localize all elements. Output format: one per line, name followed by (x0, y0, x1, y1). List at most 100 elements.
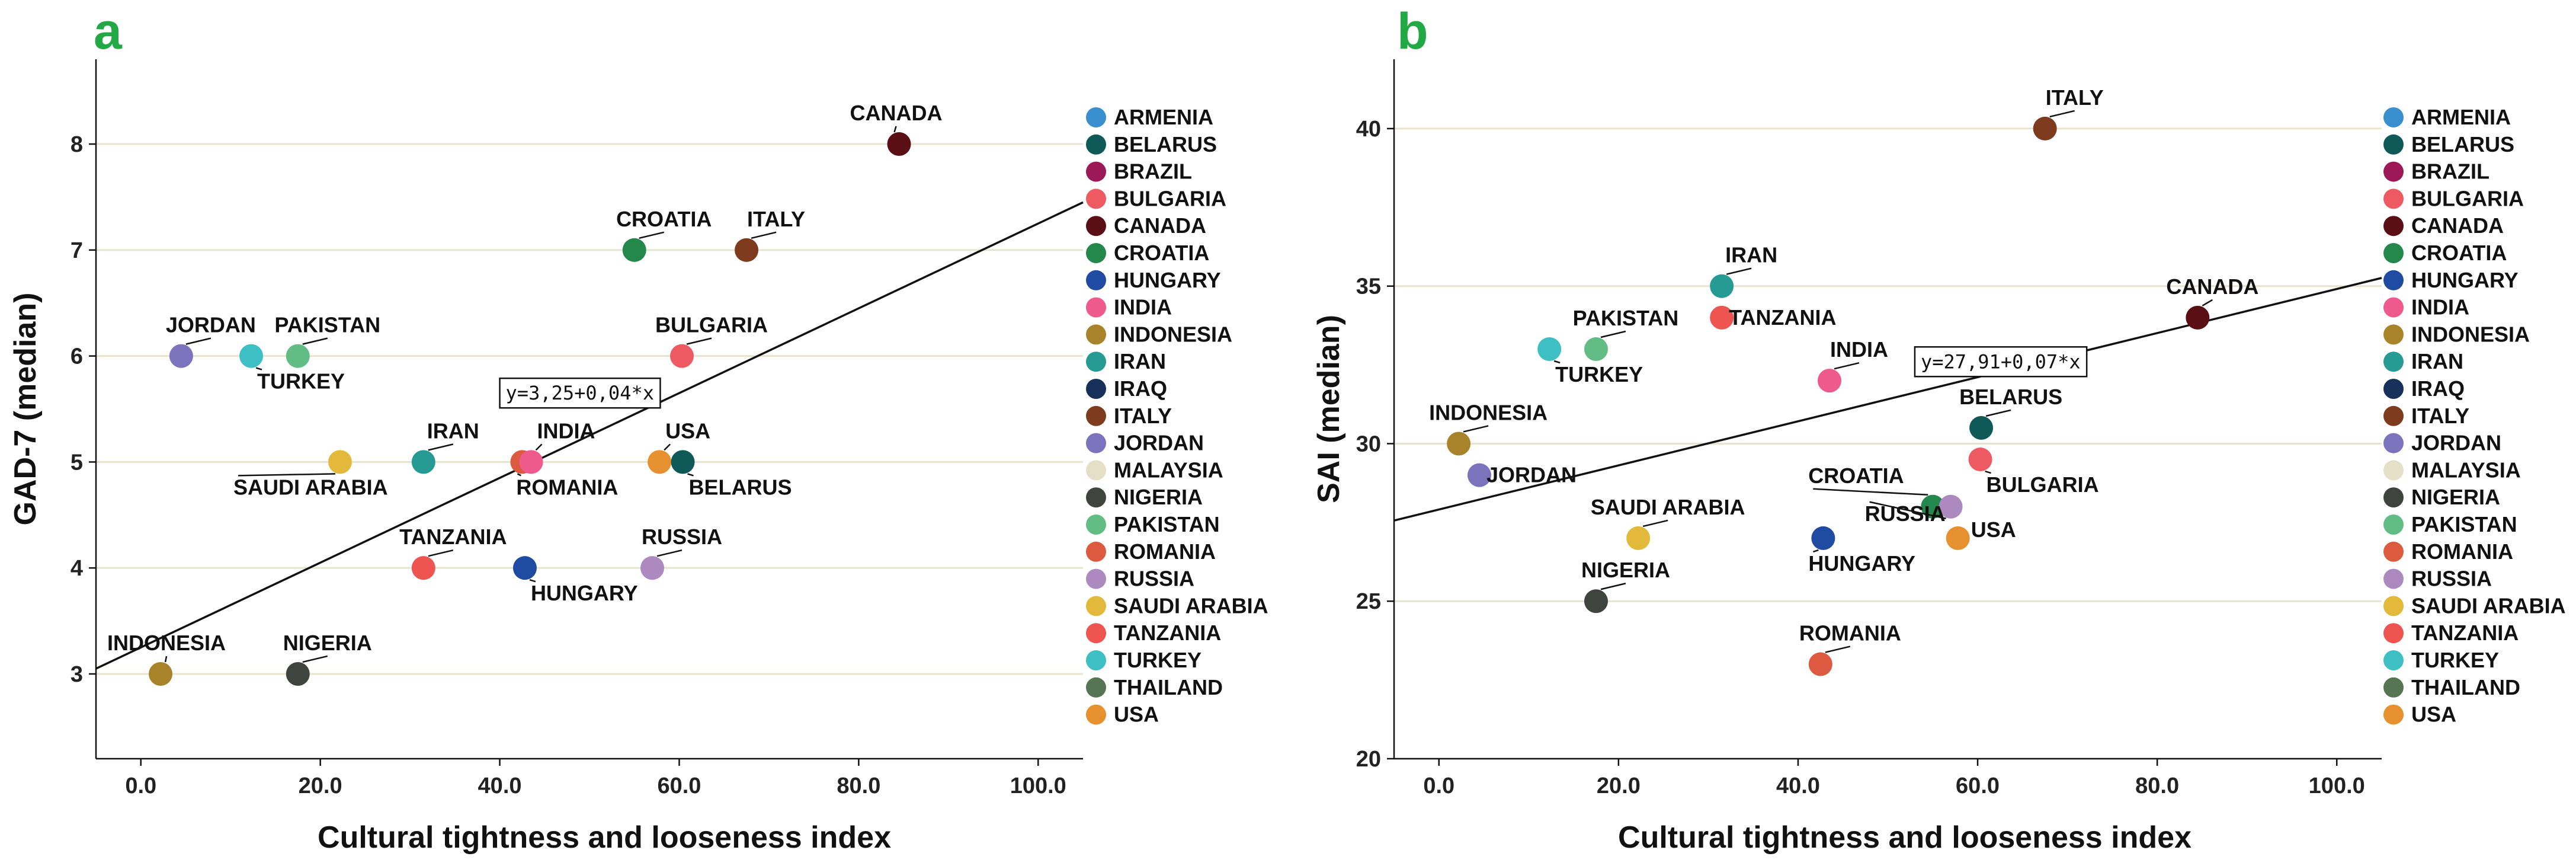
legend-marker-usa (2383, 704, 2404, 725)
panel-letter: a (94, 3, 123, 60)
leader-line (1726, 267, 1752, 275)
legend-label-pakistan: PAKISTAN (2411, 512, 2517, 536)
point-label-iran: IRAN (427, 418, 479, 443)
leader-line (639, 231, 665, 239)
leader-line (255, 367, 262, 370)
leader-line (535, 443, 543, 451)
point-romania (1808, 652, 1832, 676)
leader-line (302, 655, 328, 663)
equation-box: y=27,91+0,07*x (1914, 346, 2088, 378)
point-label-nigeria: NIGERIA (1581, 558, 1670, 582)
point-label-bulgaria: BULGARIA (655, 313, 768, 337)
legend-label-armenia: ARMENIA (2411, 105, 2511, 129)
equation-label: y=3,25+0,04*x (506, 382, 654, 404)
legend-marker-nigeria (2383, 487, 2404, 508)
regression-line (95, 201, 1084, 670)
leader-line (302, 337, 328, 345)
point-label-pakistan: PAKISTAN (274, 313, 380, 337)
point-nigeria (1584, 589, 1608, 613)
equation-box: y=3,25+0,04*x (499, 377, 661, 409)
legend-label-iran: IRAN (1114, 349, 1166, 373)
point-turkey (239, 344, 264, 368)
point-label-india: INDIA (537, 418, 595, 443)
legend-marker-turkey (2383, 650, 2404, 670)
point-saudi-arabia (328, 450, 352, 474)
legend-marker-bulgaria (1086, 188, 1106, 209)
x-tick-label: 60.0 (657, 774, 701, 798)
legend-marker-iran (2383, 351, 2404, 372)
legend-label-thailand: THAILAND (2411, 675, 2520, 699)
legend-marker-brazil (1086, 161, 1106, 182)
point-label-saudi-arabia: SAUDI ARABIA (1591, 495, 1745, 519)
legend-marker-armenia (2383, 107, 2404, 127)
regression-line (1393, 277, 2382, 522)
legend-label-iraq: IRAQ (2411, 376, 2465, 401)
legend-marker-romania (2383, 541, 2404, 562)
x-tick-label: 40.0 (478, 774, 522, 798)
point-label-russia: RUSSIA (642, 525, 722, 549)
point-label-jordan: JORDAN (1486, 463, 1577, 487)
leader-line (1642, 519, 1668, 528)
point-label-turkey: TURKEY (1555, 362, 1643, 386)
y-axis-title: SAI (median) (1312, 315, 1346, 503)
point-india (1817, 369, 1841, 393)
legend-label-pakistan: PAKISTAN (1114, 512, 1220, 536)
legend-marker-italy (1086, 405, 1106, 426)
legend-marker-bulgaria (2383, 188, 2404, 209)
legend-label-canada: CANADA (2411, 213, 2504, 238)
point-indonesia (149, 662, 173, 686)
leader-line (164, 656, 168, 663)
legend-label-tanzania: TANZANIA (1114, 621, 1221, 645)
legend-label-canada: CANADA (1114, 213, 1206, 238)
legend-label-malaysia: MALAYSIA (1114, 458, 1223, 482)
legend-label-italy: ITALY (1114, 404, 1172, 428)
legend-marker-india (1086, 297, 1106, 318)
legend-label-armenia: ARMENIA (1114, 105, 1213, 129)
point-pakistan (286, 344, 310, 368)
x-tick-label: 20.0 (299, 774, 342, 798)
legend-marker-hungary (2383, 270, 2404, 290)
leader-line (656, 549, 683, 557)
point-label-belarus: BELARUS (1959, 385, 2062, 409)
point-label-canada: CANADA (2166, 274, 2258, 299)
legend-label-croatia: CROATIA (2411, 241, 2507, 265)
x-tick-label: 80.0 (2135, 774, 2179, 798)
legend-marker-malaysia (1086, 460, 1106, 481)
point-india (519, 450, 543, 474)
leader-line (1600, 583, 1626, 590)
x-tick-label: 0.0 (125, 774, 156, 798)
point-jordan (1467, 463, 1491, 487)
legend-label-nigeria: NIGERIA (1114, 485, 1203, 509)
point-hungary (512, 556, 537, 580)
point-label-hungary: HUNGARY (1808, 551, 1915, 576)
legend-marker-hungary (1086, 270, 1106, 290)
equation-label: y=27,91+0,07*x (1921, 350, 2081, 373)
point-label-indonesia: INDONESIA (1429, 400, 1547, 424)
leader-line (2202, 299, 2213, 306)
point-croatia (622, 238, 646, 262)
legend-label-turkey: TURKEY (2411, 648, 2499, 672)
legend-label-romania: ROMANIA (1114, 539, 1216, 564)
panel-b: b 20 25 30 35 40 0.0 20.0 40.0 60.0 80.0 100.0 Cultu… (1312, 3, 2566, 855)
point-turkey (1537, 337, 1562, 362)
legend-label-italy: ITALY (2411, 404, 2469, 428)
leader-line (1553, 360, 1561, 364)
y-tick-label: 40 (1356, 117, 1381, 142)
legend-marker-iraq (2383, 379, 2404, 399)
point-tanzania (411, 556, 435, 580)
legend-label-thailand: THAILAND (1114, 675, 1223, 699)
legend-label-hungary: HUNGARY (2411, 268, 2519, 292)
legend-label-iraq: IRAQ (1114, 376, 1167, 401)
point-label-jordan: JORDAN (166, 313, 256, 337)
point-label-turkey: TURKEY (257, 369, 345, 394)
legend-marker-tanzania (2383, 623, 2404, 644)
point-label-tanzania: TANZANIA (1729, 305, 1836, 330)
legend-marker-india (2383, 297, 2404, 318)
leader-line (1985, 470, 1991, 474)
point-label-india: INDIA (1830, 337, 1888, 362)
legend-marker-armenia (1086, 107, 1106, 127)
legend-label-usa: USA (2411, 702, 2456, 727)
